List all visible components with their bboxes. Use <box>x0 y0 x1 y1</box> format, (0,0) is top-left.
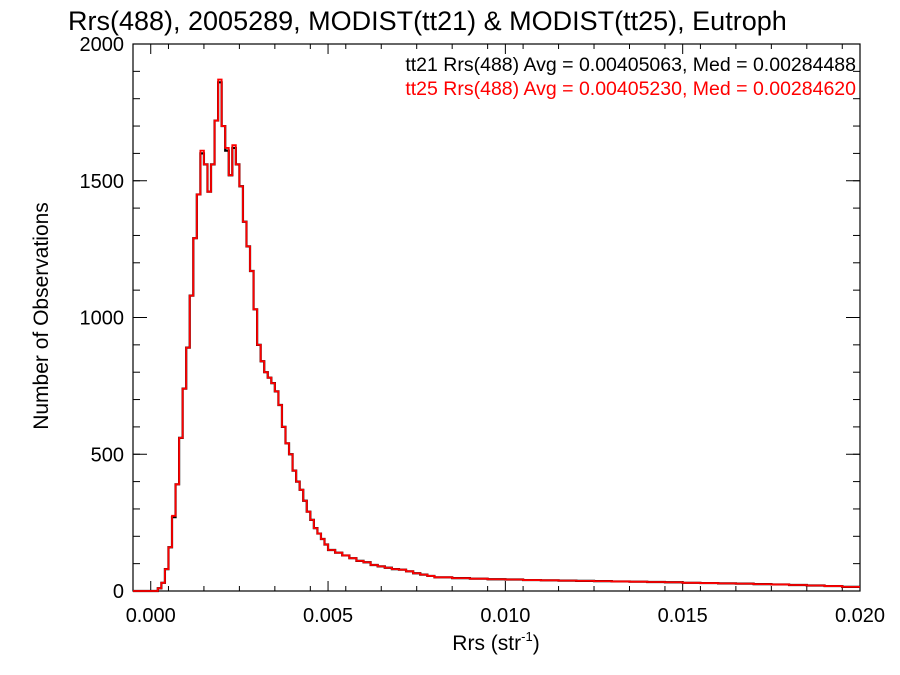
plot-frame <box>132 43 861 592</box>
series-line-tt25 <box>133 78 860 592</box>
y-tick-label: 500 <box>91 444 124 466</box>
legend-entry-tt21: tt21 Rrs(488) Avg = 0.00405063, Med = 0.… <box>405 54 856 76</box>
series-line-tt21 <box>133 81 860 593</box>
series-group <box>133 78 860 593</box>
x-tick-label: 0.010 <box>480 605 530 627</box>
y-tick-label: 1000 <box>80 308 125 330</box>
y-axis-label: Number of Observations <box>30 202 53 430</box>
y-tick-label: 2000 <box>80 34 125 56</box>
x-tick-labels: 0.000 0.005 0.010 0.015 0.020 <box>126 605 885 627</box>
y-tick-labels: 0 500 1000 1500 2000 <box>80 34 125 603</box>
chart-title: Rrs(488), 2005289, MODIST(tt21) & MODIST… <box>68 6 787 36</box>
x-tick-label: 0.015 <box>658 605 708 627</box>
x-tick-label: 0.020 <box>835 605 885 627</box>
y-tick-label: 1500 <box>80 171 125 193</box>
y-tick-label: 0 <box>113 581 124 603</box>
x-tick-label: 0.000 <box>126 605 176 627</box>
x-tick-label: 0.005 <box>303 605 353 627</box>
legend-entry-tt25: tt25 Rrs(488) Avg = 0.00405230, Med = 0.… <box>405 78 856 100</box>
axis-ticks <box>132 43 861 592</box>
x-axis-label: Rrs (str-1) <box>452 629 539 655</box>
